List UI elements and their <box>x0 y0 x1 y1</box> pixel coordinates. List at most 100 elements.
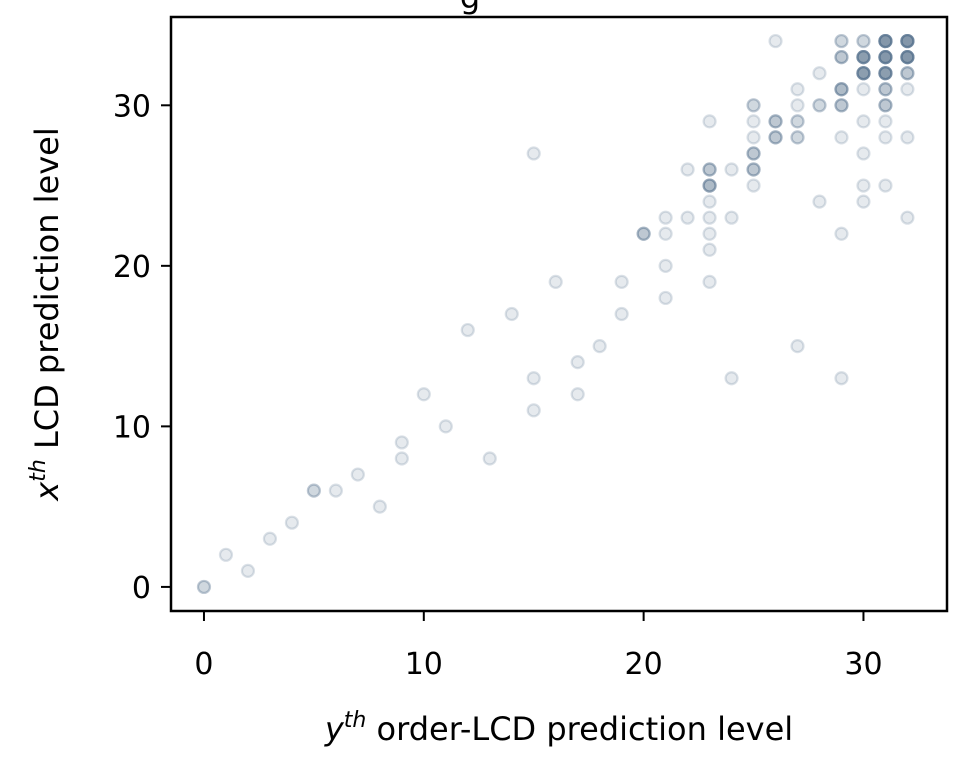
data-point <box>790 130 805 145</box>
data-point <box>878 50 893 65</box>
data-point <box>834 130 849 145</box>
data-point <box>746 146 761 161</box>
data-point <box>878 50 893 65</box>
data-point <box>724 210 739 225</box>
data-point <box>878 50 893 65</box>
data-point <box>878 82 893 97</box>
data-point <box>856 50 871 65</box>
data-point <box>878 33 893 49</box>
data-point <box>768 114 783 129</box>
data-point <box>724 162 739 177</box>
data-point <box>702 162 717 177</box>
data-point <box>878 50 893 65</box>
data-point <box>900 66 915 81</box>
data-point <box>900 33 915 49</box>
data-point <box>548 274 563 289</box>
data-point <box>834 82 849 97</box>
data-point <box>856 50 871 65</box>
data-point <box>900 33 915 49</box>
data-point <box>900 130 915 145</box>
data-point <box>856 82 871 97</box>
data-point <box>526 371 541 386</box>
data-point <box>878 98 893 113</box>
data-point <box>702 178 717 193</box>
data-point <box>878 33 893 49</box>
data-point <box>878 50 893 65</box>
data-point <box>834 50 849 65</box>
x-tick-label: 10 <box>405 647 443 682</box>
data-point <box>900 210 915 225</box>
data-point <box>636 226 651 241</box>
data-point <box>834 50 849 65</box>
data-point <box>768 33 783 49</box>
data-point <box>790 82 805 97</box>
data-point <box>834 371 849 386</box>
data-point <box>570 355 585 370</box>
data-point <box>702 194 717 209</box>
data-point <box>790 339 805 354</box>
data-point <box>702 178 717 193</box>
data-point <box>812 98 827 113</box>
data-point <box>856 178 871 193</box>
y-tick-label: 30 <box>113 89 151 124</box>
y-tick-label: 10 <box>113 410 151 445</box>
data-points <box>196 33 915 595</box>
data-point <box>306 483 321 498</box>
data-point <box>834 98 849 113</box>
data-point <box>196 579 212 595</box>
data-point <box>900 50 915 65</box>
data-point <box>768 130 783 145</box>
data-point <box>416 387 431 402</box>
data-point <box>900 50 915 65</box>
data-point <box>328 483 343 498</box>
data-point <box>834 33 849 49</box>
data-point <box>878 33 893 49</box>
data-point <box>856 66 871 81</box>
data-point <box>878 33 893 49</box>
data-point <box>702 114 717 129</box>
data-point <box>900 33 915 49</box>
data-point <box>900 50 915 65</box>
data-point <box>856 66 871 81</box>
data-point <box>878 50 893 65</box>
data-point <box>240 563 256 578</box>
data-point <box>878 130 893 145</box>
data-point <box>878 33 893 49</box>
data-point <box>636 226 651 241</box>
data-point <box>878 66 893 81</box>
data-point <box>812 98 827 113</box>
data-point <box>878 66 893 81</box>
data-point <box>900 66 915 81</box>
data-point <box>856 50 871 65</box>
data-point <box>878 33 893 49</box>
data-point <box>768 114 783 129</box>
y-axis-ticks: 0 10 20 30 <box>113 89 171 606</box>
data-point <box>218 547 234 562</box>
data-point <box>746 146 761 161</box>
y-tick-label: 0 <box>132 571 151 606</box>
data-point <box>812 66 827 81</box>
data-point <box>856 194 871 209</box>
data-point <box>856 50 871 65</box>
data-point <box>658 258 673 273</box>
data-point <box>900 50 915 65</box>
data-point <box>614 274 629 289</box>
y-axis-label: xth LCD prediction level <box>26 127 66 501</box>
data-point <box>394 435 409 450</box>
data-point <box>878 178 893 193</box>
data-point <box>746 162 761 177</box>
data-point <box>834 82 849 97</box>
data-point <box>856 114 871 129</box>
data-point <box>900 50 915 65</box>
data-point <box>592 339 607 354</box>
chart-title: g <box>460 0 480 16</box>
data-point <box>856 66 871 81</box>
data-point <box>900 50 915 65</box>
data-point <box>878 50 893 65</box>
data-point <box>878 66 893 81</box>
data-point <box>856 33 871 49</box>
data-point <box>900 33 915 49</box>
data-point <box>834 98 849 113</box>
data-point <box>746 178 761 193</box>
data-point <box>768 130 783 145</box>
